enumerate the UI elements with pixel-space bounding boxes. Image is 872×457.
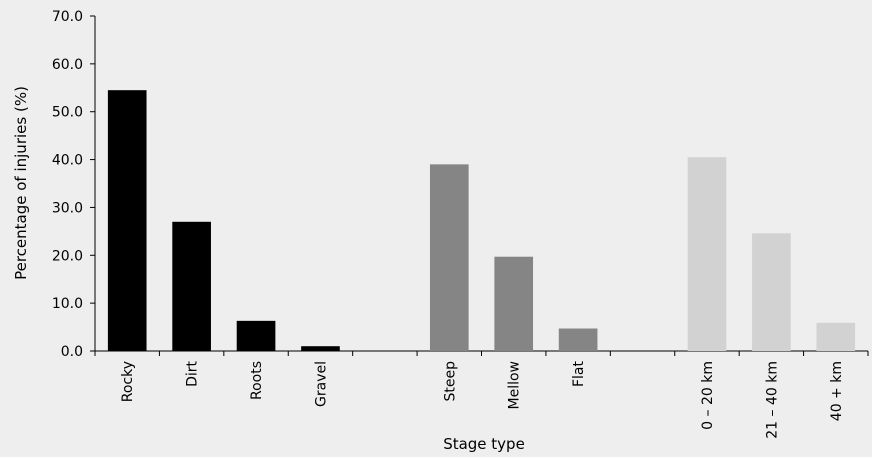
y-tick-label: 40.0 xyxy=(52,153,83,169)
bar xyxy=(172,221,211,351)
bar xyxy=(494,256,534,351)
bar xyxy=(558,328,598,351)
bar xyxy=(429,164,469,351)
y-tick-label: 20.0 xyxy=(52,248,83,264)
y-axis-title: Percentage of injuries (%) xyxy=(12,86,30,280)
category-label: Gravel xyxy=(313,361,329,407)
y-ticks: 0.0 10.0 20.0 30.0 40.0 50.0 60.0 70.0 xyxy=(52,9,95,360)
y-tick-label: 30.0 xyxy=(52,200,83,216)
category-label: 21 – 40 km xyxy=(764,361,780,439)
bar xyxy=(107,90,147,351)
bars xyxy=(107,90,856,351)
y-tick-label: 10.0 xyxy=(52,296,83,312)
category-label: 0 – 20 km xyxy=(700,361,716,430)
y-tick-label: 60.0 xyxy=(52,57,83,73)
x-ticks xyxy=(94,351,869,356)
y-tick-label: 70.0 xyxy=(52,9,83,25)
category-labels: Rocky Dirt Roots Gravel Steep Mellow Flat 0 – 2… xyxy=(120,360,845,438)
category-label: 40 + km xyxy=(829,361,845,421)
bar xyxy=(816,322,856,351)
category-label: Mellow xyxy=(507,361,523,410)
bar xyxy=(236,320,276,351)
bar xyxy=(687,157,727,351)
category-label: Roots xyxy=(249,361,265,400)
category-label: Flat xyxy=(571,360,587,387)
bar xyxy=(752,233,791,351)
category-label: Dirt xyxy=(185,360,201,386)
bar xyxy=(301,346,340,351)
y-tick-label: 50.0 xyxy=(52,105,83,121)
x-axis-title: Stage type xyxy=(443,435,525,453)
category-label: Steep xyxy=(442,361,458,402)
y-tick-label: 0.0 xyxy=(61,344,83,360)
category-label: Rocky xyxy=(120,361,136,402)
